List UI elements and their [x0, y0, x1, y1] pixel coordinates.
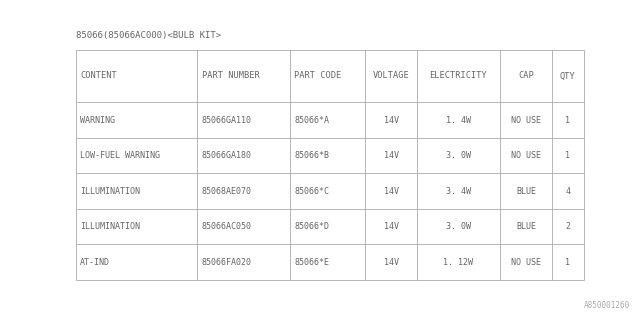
Text: ILLUMINATION: ILLUMINATION: [80, 222, 140, 231]
Text: 2: 2: [565, 222, 570, 231]
Text: 1: 1: [565, 151, 570, 160]
Text: 14V: 14V: [383, 258, 399, 267]
Text: 85066GA110: 85066GA110: [202, 116, 252, 125]
Text: NO USE: NO USE: [511, 116, 541, 125]
Text: 85066AC050: 85066AC050: [202, 222, 252, 231]
Text: BLUE: BLUE: [516, 187, 536, 196]
Text: LOW-FUEL WARNING: LOW-FUEL WARNING: [80, 151, 160, 160]
Text: 85066*E: 85066*E: [294, 258, 330, 267]
Text: 85066*A: 85066*A: [294, 116, 330, 125]
Text: 85066GA180: 85066GA180: [202, 151, 252, 160]
Text: 4: 4: [565, 187, 570, 196]
Text: 85066*C: 85066*C: [294, 187, 330, 196]
Bar: [76, 50, 584, 280]
Text: 85066FA020: 85066FA020: [202, 258, 252, 267]
Text: CONTENT: CONTENT: [80, 71, 116, 81]
Text: VOLTAGE: VOLTAGE: [372, 71, 410, 81]
Text: NO USE: NO USE: [511, 151, 541, 160]
Text: ILLUMINATION: ILLUMINATION: [80, 187, 140, 196]
Text: 14V: 14V: [383, 151, 399, 160]
Text: 1. 12W: 1. 12W: [444, 258, 473, 267]
Text: 14V: 14V: [383, 222, 399, 231]
Text: WARNING: WARNING: [80, 116, 115, 125]
Text: 14V: 14V: [383, 116, 399, 125]
Text: 1: 1: [565, 258, 570, 267]
Text: NO USE: NO USE: [511, 258, 541, 267]
Text: 3. 0W: 3. 0W: [445, 151, 471, 160]
Text: 85066*B: 85066*B: [294, 151, 330, 160]
Text: 85066*D: 85066*D: [294, 222, 330, 231]
Text: 3. 0W: 3. 0W: [445, 222, 471, 231]
Text: PART NUMBER: PART NUMBER: [202, 71, 259, 81]
Text: 1. 4W: 1. 4W: [445, 116, 471, 125]
Text: QTY: QTY: [560, 71, 575, 81]
Text: CAP: CAP: [518, 71, 534, 81]
Text: PART CODE: PART CODE: [294, 71, 342, 81]
Text: BLUE: BLUE: [516, 222, 536, 231]
Text: A850001260: A850001260: [584, 301, 630, 310]
Text: 14V: 14V: [383, 187, 399, 196]
Text: 85066(85066AC000)<BULB KIT>: 85066(85066AC000)<BULB KIT>: [76, 31, 221, 40]
Text: AT-IND: AT-IND: [80, 258, 110, 267]
Text: 3. 4W: 3. 4W: [445, 187, 471, 196]
Text: ELECTRICITY: ELECTRICITY: [429, 71, 487, 81]
Text: 85068AE070: 85068AE070: [202, 187, 252, 196]
Text: 1: 1: [565, 116, 570, 125]
